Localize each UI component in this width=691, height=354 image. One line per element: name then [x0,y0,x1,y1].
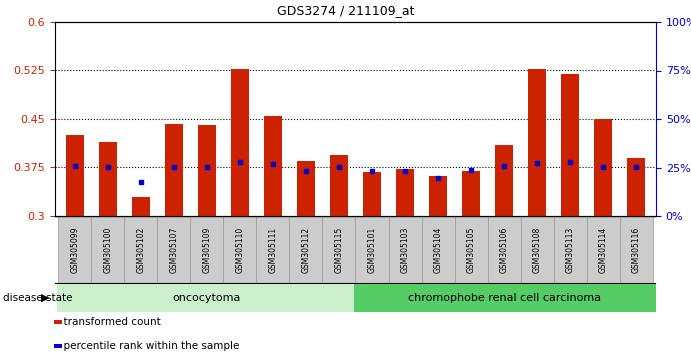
Text: transformed count: transformed count [57,317,161,327]
Bar [354,284,656,312]
Text: GSM305106: GSM305106 [500,227,509,273]
Text: GSM305100: GSM305100 [104,227,113,273]
Bar [495,145,513,216]
Bar [488,216,520,284]
Text: GSM305105: GSM305105 [466,227,475,273]
Bar [290,216,323,284]
Bar [158,216,191,284]
Bar [91,216,124,284]
Bar [462,171,480,216]
Bar [264,116,282,216]
Text: disease state: disease state [3,293,73,303]
Text: GSM305109: GSM305109 [202,227,211,273]
Bar [256,216,290,284]
Text: GSM305103: GSM305103 [401,227,410,273]
Bar [99,142,117,216]
Text: percentile rank within the sample: percentile rank within the sample [57,341,239,351]
Bar [396,170,414,216]
Bar [429,176,447,216]
Bar [455,216,488,284]
Bar [132,196,150,216]
Bar [191,216,223,284]
Bar [528,69,546,216]
Text: GSM305114: GSM305114 [598,227,607,273]
Bar [53,344,61,348]
Bar [323,216,355,284]
Text: GSM305099: GSM305099 [70,227,79,273]
Text: GSM305107: GSM305107 [169,227,178,273]
Bar [520,216,553,284]
Text: GSM305108: GSM305108 [533,227,542,273]
Bar [587,216,620,284]
Text: GSM305115: GSM305115 [334,227,343,273]
Bar [388,216,422,284]
Text: GSM305113: GSM305113 [566,227,575,273]
Text: GSM305104: GSM305104 [433,227,442,273]
Text: GSM305110: GSM305110 [236,227,245,273]
Bar [594,119,612,216]
Text: GSM305101: GSM305101 [368,227,377,273]
Text: chromophobe renal cell carcinoma: chromophobe renal cell carcinoma [408,293,600,303]
Bar [355,216,388,284]
Bar [198,125,216,216]
Bar [164,124,183,216]
Bar [58,216,91,284]
Bar [422,216,455,284]
Text: GSM305116: GSM305116 [632,227,641,273]
Bar [223,216,256,284]
Bar [53,320,61,324]
Bar [553,216,587,284]
Bar [363,172,381,216]
Bar [620,216,653,284]
Text: ▶: ▶ [41,293,49,303]
Bar [627,158,645,216]
Bar [124,216,158,284]
Bar [330,155,348,216]
Bar [231,69,249,216]
Text: oncocytoma: oncocytoma [173,293,241,303]
Bar [57,284,354,312]
Bar [66,135,84,216]
Text: GSM305112: GSM305112 [301,227,310,273]
Bar [297,161,315,216]
Text: GDS3274 / 211109_at: GDS3274 / 211109_at [277,4,414,17]
Bar [561,74,579,216]
Text: GSM305102: GSM305102 [136,227,145,273]
Text: GSM305111: GSM305111 [268,227,278,273]
